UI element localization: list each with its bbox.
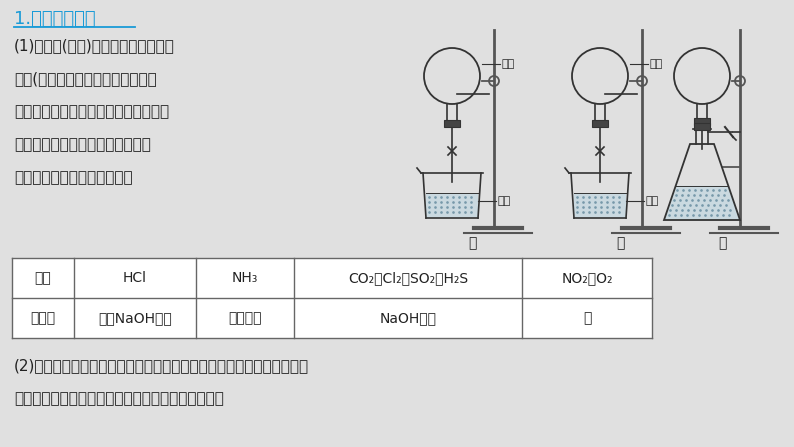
Text: NO₂与O₂: NO₂与O₂ bbox=[561, 271, 613, 285]
Bar bbox=[592, 120, 608, 127]
Text: 在大气压作用下，烧杯中的液体迅: 在大气压作用下，烧杯中的液体迅 bbox=[14, 137, 151, 152]
Text: 1.喷泉实验原理: 1.喷泉实验原理 bbox=[14, 10, 95, 28]
Polygon shape bbox=[664, 186, 740, 220]
Text: NH₃: NH₃ bbox=[232, 271, 258, 285]
Text: 水: 水 bbox=[583, 311, 592, 325]
Bar bbox=[426, 193, 478, 218]
Bar bbox=[444, 120, 460, 127]
Text: 水或NaOH溶液: 水或NaOH溶液 bbox=[98, 311, 172, 325]
Text: 液体: 液体 bbox=[646, 196, 659, 206]
Bar bbox=[694, 118, 710, 125]
Text: 速向上流动，从而形成喷泉。: 速向上流动，从而形成喷泉。 bbox=[14, 170, 133, 185]
Text: 吸收剂: 吸收剂 bbox=[30, 311, 56, 325]
Bar bbox=[12, 258, 652, 338]
Text: 反应），从而使烧瓶内气压迅速降低，: 反应），从而使烧瓶内气压迅速降低， bbox=[14, 104, 169, 119]
Text: 气体: 气体 bbox=[650, 59, 663, 69]
Text: 甲: 甲 bbox=[468, 236, 476, 250]
Text: CO₂、Cl₂、SO₂、H₂S: CO₂、Cl₂、SO₂、H₂S bbox=[348, 271, 468, 285]
Text: (1)如图甲(或乙)烧瓶内的气体极易溶: (1)如图甲(或乙)烧瓶内的气体极易溶 bbox=[14, 38, 175, 53]
Text: 液体: 液体 bbox=[498, 196, 511, 206]
Text: 气体: 气体 bbox=[35, 271, 52, 285]
Text: 水或盐酸: 水或盐酸 bbox=[228, 311, 262, 325]
Text: (2)如图丙锥形瓶内发生化学反应，产生气体，从而使锥形瓶内压强迅速: (2)如图丙锥形瓶内发生化学反应，产生气体，从而使锥形瓶内压强迅速 bbox=[14, 358, 309, 373]
Text: 乙: 乙 bbox=[616, 236, 624, 250]
Bar bbox=[694, 123, 710, 130]
Text: 丙: 丙 bbox=[718, 236, 727, 250]
Text: 增大，促使锥形瓶内液体迅速向上流动，形成喷泉。: 增大，促使锥形瓶内液体迅速向上流动，形成喷泉。 bbox=[14, 391, 224, 406]
Bar bbox=[574, 193, 626, 218]
Text: HCl: HCl bbox=[123, 271, 147, 285]
Text: 于水(或易与溶液中的溶质发生化学: 于水(或易与溶液中的溶质发生化学 bbox=[14, 71, 156, 86]
Text: NaOH溶液: NaOH溶液 bbox=[380, 311, 437, 325]
Text: 气体: 气体 bbox=[502, 59, 515, 69]
